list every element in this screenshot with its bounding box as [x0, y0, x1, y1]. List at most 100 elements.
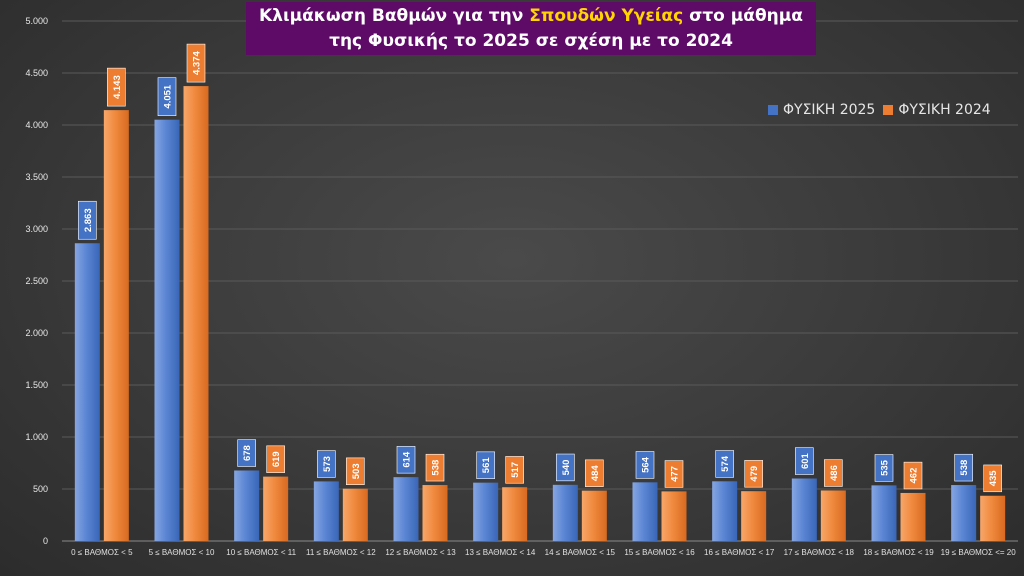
data-label: 619 — [271, 451, 282, 467]
data-label: 2.863 — [83, 208, 94, 232]
title-part-3: στο μάθημα — [683, 6, 803, 26]
bar-2025 — [154, 119, 180, 542]
bar-2024 — [263, 476, 289, 541]
data-label-box — [476, 451, 495, 479]
x-category-label: 13 ≤ ΒΑΘΜΟΣ < 14 — [465, 548, 536, 557]
data-label-box — [954, 453, 973, 482]
data-label: 517 — [510, 462, 521, 478]
x-category-label: 14 ≤ ΒΑΘΜΟΣ < 15 — [545, 548, 616, 557]
bar-2024 — [820, 490, 846, 541]
y-tick-label: 4.000 — [25, 120, 48, 130]
data-label-box — [715, 450, 734, 478]
x-category-label: 19 ≤ ΒΑΘΜΟΣ <= 20 — [941, 548, 1017, 557]
data-label-box — [744, 460, 763, 488]
y-tick-label: 2.500 — [25, 276, 48, 286]
data-label: 479 — [749, 466, 760, 482]
legend-item-2024: ΦΥΣΙΚΗ 2024 — [883, 102, 991, 118]
data-label-box — [237, 439, 256, 467]
chart-title-line1: Κλιμάκωση Βαθμών για την Σπουδών Υγείας … — [246, 4, 816, 29]
bar-2024 — [183, 86, 209, 541]
bar-2024 — [502, 487, 528, 541]
data-label: 4.374 — [192, 51, 203, 75]
data-label: 4.051 — [163, 84, 174, 108]
data-label: 486 — [829, 465, 840, 481]
data-label-box — [903, 461, 923, 490]
x-category-label: 11 ≤ ΒΑΘΜΟΣ < 12 — [306, 548, 376, 557]
legend-item-2025: ΦΥΣΙΚΗ 2025 — [768, 102, 875, 118]
bar-2024 — [103, 110, 129, 542]
chart-title-line2: της Φυσικής το 2025 σε σχέση με το 2024 — [329, 31, 733, 51]
bar-2025 — [871, 485, 897, 541]
bar-2025 — [712, 481, 738, 541]
legend: ΦΥΣΙΚΗ 2025 ΦΥΣΙΚΗ 2024 — [768, 101, 999, 119]
data-label: 564 — [641, 456, 652, 473]
data-label-box — [425, 453, 445, 482]
data-label-box — [556, 453, 575, 482]
x-category-label: 18 ≤ ΒΑΘΜΟΣ < 19 — [863, 548, 934, 557]
x-category-label: 12 ≤ ΒΑΘΜΟΣ < 13 — [385, 548, 456, 557]
bar-2025 — [632, 482, 658, 541]
data-label-box — [317, 450, 336, 478]
bar-2025 — [791, 478, 817, 541]
legend-label-2024: ΦΥΣΙΚΗ 2024 — [898, 102, 991, 118]
y-tick-label: 1.000 — [25, 432, 48, 442]
legend-label-2025: ΦΥΣΙΚΗ 2025 — [783, 102, 876, 118]
data-label-box — [664, 460, 684, 488]
y-tick-label: 4.500 — [25, 68, 48, 78]
y-tick-label: 3.000 — [25, 224, 48, 234]
data-label: 678 — [242, 445, 253, 461]
data-label-box — [396, 446, 416, 474]
data-label-box — [266, 445, 285, 473]
legend-swatch-2025 — [768, 105, 778, 115]
data-label-box — [186, 43, 206, 83]
x-category-label: 10 ≤ ΒΑΘΜΟΣ < 11 — [226, 548, 296, 557]
title-highlight: Σπουδών Υγείας — [529, 6, 684, 26]
data-label-box — [157, 77, 177, 116]
data-label-box — [824, 459, 843, 487]
bar-2025 — [313, 481, 339, 541]
bar-2024 — [741, 491, 767, 541]
bar-2024 — [900, 492, 926, 541]
bar-2025 — [393, 477, 419, 541]
y-tick-label: 2.000 — [25, 328, 48, 338]
bar-2024 — [661, 491, 687, 541]
data-label: 535 — [880, 459, 891, 476]
x-category-label: 16 ≤ ΒΑΘΜΟΣ < 17 — [704, 548, 775, 557]
data-label-box — [874, 454, 894, 482]
bar-2025 — [473, 482, 499, 541]
data-label: 503 — [351, 463, 362, 479]
y-tick-label: 3.500 — [25, 172, 48, 182]
bar-2025 — [74, 243, 100, 542]
data-label-box — [107, 67, 126, 107]
chart-title: Κλιμάκωση Βαθμών για την Σπουδών Υγείας … — [246, 2, 816, 55]
y-tick-label: 500 — [33, 484, 48, 494]
bar-2025 — [951, 485, 977, 541]
x-category-label: 15 ≤ ΒΑΘΜΟΣ < 16 — [624, 548, 695, 557]
bar-2024 — [342, 488, 368, 541]
x-category-label: 5 ≤ ΒΑΘΜΟΣ < 10 — [149, 548, 215, 557]
y-tick-label: 1.500 — [25, 380, 48, 390]
data-label-box — [795, 447, 814, 475]
data-label: 538 — [431, 460, 442, 476]
data-label: 601 — [800, 452, 811, 469]
y-tick-label: 5.000 — [25, 16, 48, 26]
data-label: 614 — [402, 451, 413, 468]
data-label-box — [585, 459, 604, 487]
data-label: 574 — [720, 455, 731, 472]
data-label: 484 — [590, 465, 601, 482]
bar-2024 — [581, 490, 607, 541]
data-label-box — [505, 456, 524, 484]
data-label: 573 — [322, 456, 333, 472]
data-label: 538 — [959, 460, 970, 476]
legend-swatch-2024 — [883, 105, 894, 115]
data-label: 462 — [909, 468, 920, 484]
x-category-label: 17 ≤ ΒΑΘΜΟΣ < 18 — [784, 548, 855, 557]
data-label-box — [346, 457, 365, 485]
data-label-box — [983, 464, 1002, 493]
bar-2025 — [234, 470, 260, 541]
title-part-1: Κλιμάκωση Βαθμών για την — [259, 6, 530, 26]
y-tick-label: 0 — [43, 536, 48, 546]
data-label: 477 — [670, 466, 681, 482]
bar-2024 — [980, 495, 1006, 541]
